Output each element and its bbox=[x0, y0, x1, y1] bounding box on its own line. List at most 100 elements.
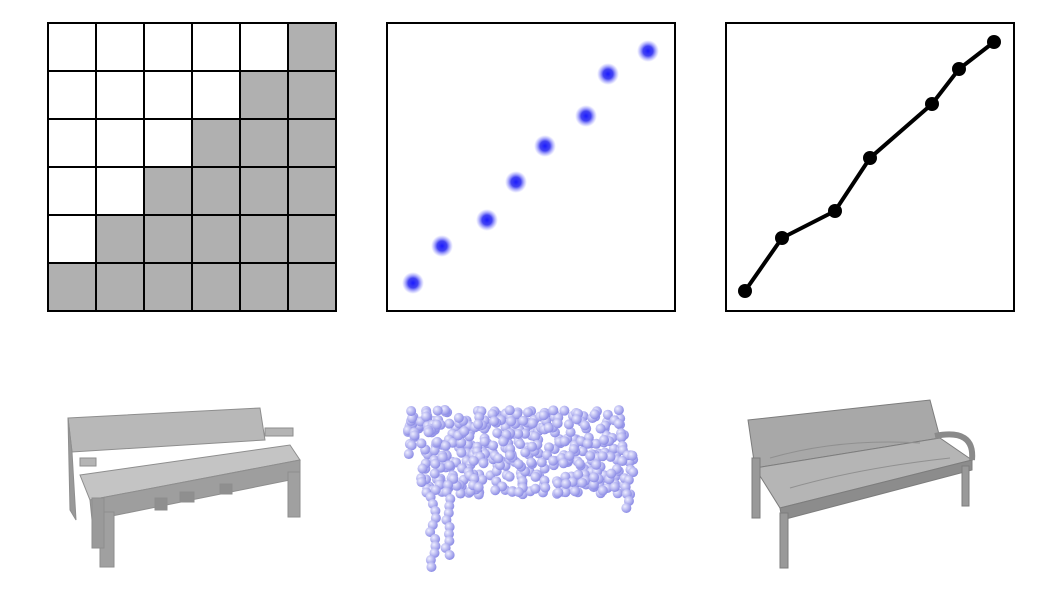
point bbox=[402, 272, 424, 294]
sphere bbox=[437, 452, 448, 463]
sphere bbox=[518, 415, 529, 426]
grid-cell bbox=[47, 262, 97, 312]
sphere bbox=[591, 459, 602, 470]
grid-cell bbox=[191, 118, 241, 168]
point bbox=[637, 40, 659, 62]
sphere bbox=[530, 471, 541, 482]
point bbox=[431, 235, 453, 257]
polyline bbox=[725, 22, 1015, 312]
sphere bbox=[628, 467, 639, 478]
sphere bbox=[589, 472, 600, 483]
sphere bbox=[577, 477, 588, 488]
grid-cell bbox=[47, 70, 97, 120]
polyline-frame bbox=[725, 22, 1015, 312]
vertex bbox=[738, 284, 752, 298]
sphere bbox=[455, 488, 466, 499]
sphere bbox=[570, 486, 581, 497]
grid-cell bbox=[143, 118, 193, 168]
sphere bbox=[409, 430, 420, 441]
sphere bbox=[536, 457, 547, 468]
sphere bbox=[416, 438, 427, 449]
sphere bbox=[440, 405, 451, 416]
sphere bbox=[582, 438, 593, 449]
sphere bbox=[456, 447, 467, 458]
sphere bbox=[627, 450, 638, 461]
grid-cell bbox=[191, 166, 241, 216]
point-set-panel bbox=[386, 22, 677, 313]
sphere bbox=[558, 458, 569, 469]
sphere bbox=[599, 434, 610, 445]
grid-cell bbox=[191, 22, 241, 72]
grid-cell bbox=[95, 70, 145, 120]
sphere bbox=[489, 416, 500, 427]
sphere bbox=[492, 427, 503, 438]
sphere bbox=[553, 487, 564, 498]
voxel-bench-render bbox=[67, 407, 301, 568]
sphere bbox=[538, 410, 549, 421]
sphere bbox=[493, 453, 504, 464]
sphere bbox=[512, 409, 523, 420]
vertex bbox=[987, 35, 1001, 49]
grid-cell bbox=[143, 70, 193, 120]
sphere bbox=[515, 439, 526, 450]
sphere bbox=[429, 468, 440, 479]
voxel-grid bbox=[47, 22, 337, 312]
sphere bbox=[426, 562, 437, 572]
sphere bbox=[543, 422, 554, 433]
sphere bbox=[548, 405, 559, 416]
sphere bbox=[504, 450, 515, 461]
sphere bbox=[403, 449, 414, 460]
sphere bbox=[574, 458, 585, 469]
sphere bbox=[588, 479, 599, 490]
voxel-grid-panel bbox=[47, 22, 338, 313]
sphere bbox=[571, 414, 582, 425]
sphere bbox=[520, 447, 531, 458]
sphere bbox=[616, 432, 627, 443]
grid-cell bbox=[47, 118, 97, 168]
point-set bbox=[386, 22, 676, 312]
sphere bbox=[513, 428, 524, 439]
sphere bbox=[544, 442, 555, 453]
sphere bbox=[453, 412, 464, 423]
grid-cell bbox=[143, 262, 193, 312]
sphere bbox=[468, 455, 479, 466]
sphere bbox=[406, 406, 417, 417]
grid-cell bbox=[287, 262, 337, 312]
grid-cell bbox=[47, 22, 97, 72]
vertex bbox=[925, 97, 939, 111]
polyline-panel bbox=[725, 22, 1016, 313]
grid-cell bbox=[47, 214, 97, 264]
sphere bbox=[429, 445, 440, 456]
point bbox=[597, 63, 619, 85]
sphere bbox=[573, 469, 584, 480]
grid-cell bbox=[239, 70, 289, 120]
grid-cell bbox=[95, 118, 145, 168]
point bbox=[575, 105, 597, 127]
sphere bbox=[444, 550, 455, 560]
grid-cell bbox=[95, 22, 145, 72]
sphere bbox=[490, 485, 501, 496]
grid-cell bbox=[95, 214, 145, 264]
sphere bbox=[621, 503, 632, 513]
sphere bbox=[605, 451, 616, 462]
sphere bbox=[559, 405, 570, 416]
grid-cell bbox=[143, 214, 193, 264]
sphere bbox=[585, 450, 596, 461]
grid-cell bbox=[191, 262, 241, 312]
point-cloud-bench-render bbox=[403, 405, 639, 572]
vertex bbox=[828, 204, 842, 218]
sphere bbox=[432, 405, 443, 416]
grid-cell bbox=[239, 22, 289, 72]
sphere bbox=[530, 431, 541, 442]
grid-cell bbox=[239, 262, 289, 312]
sphere bbox=[444, 418, 455, 429]
sphere bbox=[432, 436, 443, 447]
grid-cell bbox=[239, 166, 289, 216]
sphere bbox=[513, 459, 524, 470]
sphere bbox=[548, 455, 559, 466]
grid-cell bbox=[287, 22, 337, 72]
sphere bbox=[504, 405, 515, 416]
grid-cell bbox=[95, 166, 145, 216]
sphere bbox=[504, 471, 515, 482]
sphere bbox=[591, 438, 602, 449]
